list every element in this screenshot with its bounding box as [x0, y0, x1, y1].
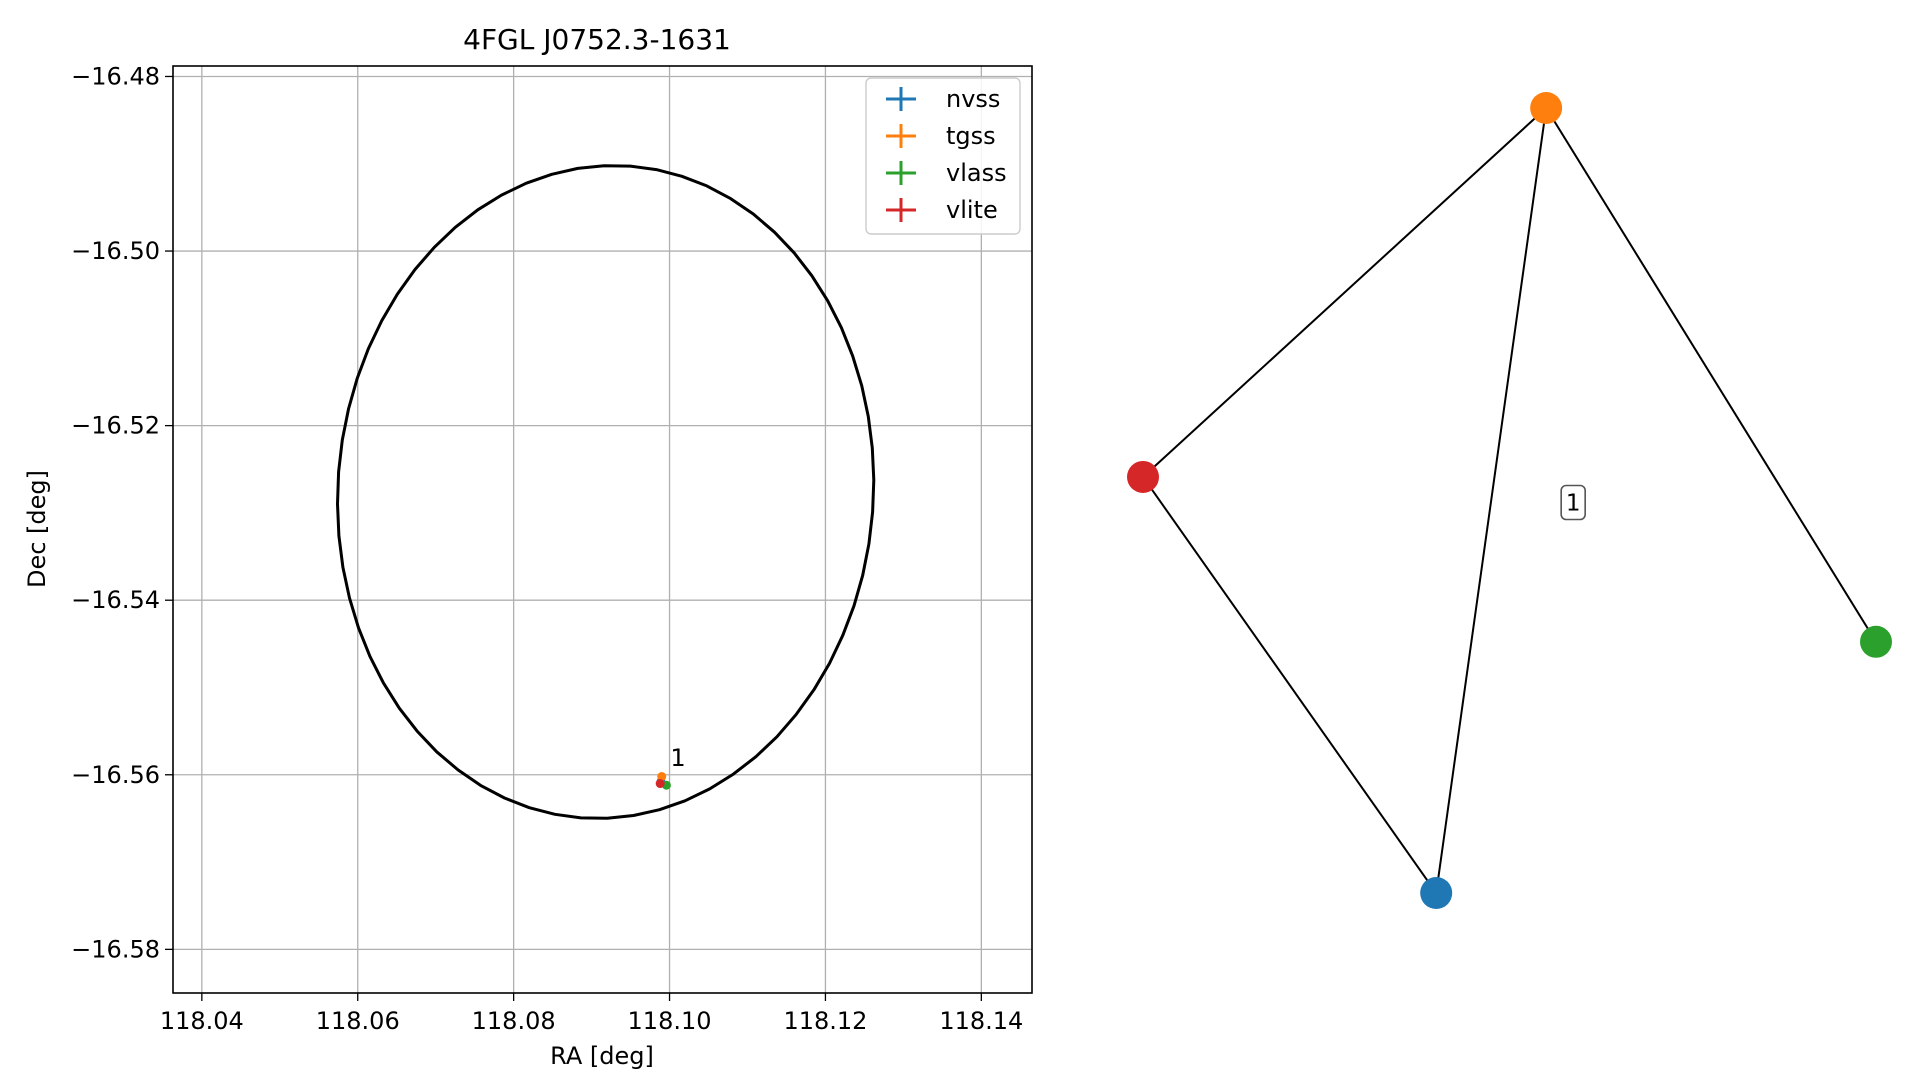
legend-item-tgss: tgss: [886, 122, 996, 150]
edge-tgss-vlass: [1545, 107, 1877, 643]
legend-box: [865, 77, 1021, 235]
node-vlass: [1860, 625, 1892, 658]
edge-vlite-nvss: [1142, 476, 1438, 894]
edge-label-text: 1: [1566, 491, 1581, 517]
legend-item-vlite: vlite: [886, 196, 998, 224]
x-tick-label: 118.08: [472, 1007, 556, 1035]
node-nvss: [1420, 877, 1453, 909]
y-axis-ticks: −16.48 −16.50 −16.52 −16.54 −16.56 −16.58: [71, 62, 173, 963]
legend-item-nvss: nvss: [886, 85, 1000, 113]
x-axis-ticks: 118.04 118.06 118.08 118.10 118.12 118.14: [160, 993, 1023, 1035]
edge-tgss-nvss: [1435, 107, 1548, 894]
x-axis-title: RA [deg]: [550, 1042, 654, 1070]
uncertainty-ellipse-group: [336, 164, 876, 820]
source-points: [655, 772, 671, 790]
y-tick-label: −16.54: [71, 586, 160, 614]
plot-title: 4FGL J0752.3-1631: [463, 23, 731, 56]
plot-frame: [172, 65, 1033, 994]
y-axis-title: Dec [deg]: [23, 470, 51, 588]
legend-label-tgss: tgss: [946, 122, 996, 150]
legend-label-vlass: vlass: [946, 159, 1007, 187]
x-tick-label: 118.12: [783, 1007, 867, 1035]
sky-plot: 4FGL J0752.3-1631 1 118.04 118.06 118.08 11…: [23, 23, 1033, 1070]
legend-item-vlass: vlass: [886, 159, 1007, 187]
y-tick-label: −16.50: [71, 237, 160, 265]
point-vlite: [655, 779, 665, 789]
node-vlite: [1127, 460, 1159, 493]
annotations: 1: [670, 744, 685, 772]
edge-tgss-vlite: [1142, 107, 1547, 478]
legend-label-nvss: nvss: [946, 85, 1000, 113]
point-annotation: 1: [670, 744, 685, 772]
node-tgss: [1530, 92, 1563, 124]
graph-nodes: [1127, 92, 1892, 909]
graph-edge-labels: 1: [1560, 484, 1586, 521]
x-tick-label: 118.06: [316, 1007, 400, 1035]
network-graph: 1: [1127, 92, 1892, 909]
point-tgss: [657, 772, 667, 782]
graph-edges: [1142, 107, 1877, 894]
y-tick-label: −16.56: [71, 761, 160, 789]
edge-label-box: [1560, 484, 1586, 521]
edge-label: 1: [1560, 484, 1586, 521]
legend: nvss tgss vlass vlite: [865, 77, 1021, 235]
y-tick-label: −16.52: [71, 412, 160, 440]
legend-label-vlite: vlite: [946, 196, 998, 224]
x-tick-label: 118.14: [939, 1007, 1023, 1035]
y-tick-label: −16.48: [71, 62, 160, 90]
x-tick-label: 118.10: [628, 1007, 712, 1035]
y-tick-label: −16.58: [71, 935, 160, 963]
x-tick-label: 118.04: [160, 1007, 244, 1035]
uncertainty-ellipse: [336, 164, 876, 820]
legend-items: nvss tgss vlass vlite: [886, 85, 1007, 224]
